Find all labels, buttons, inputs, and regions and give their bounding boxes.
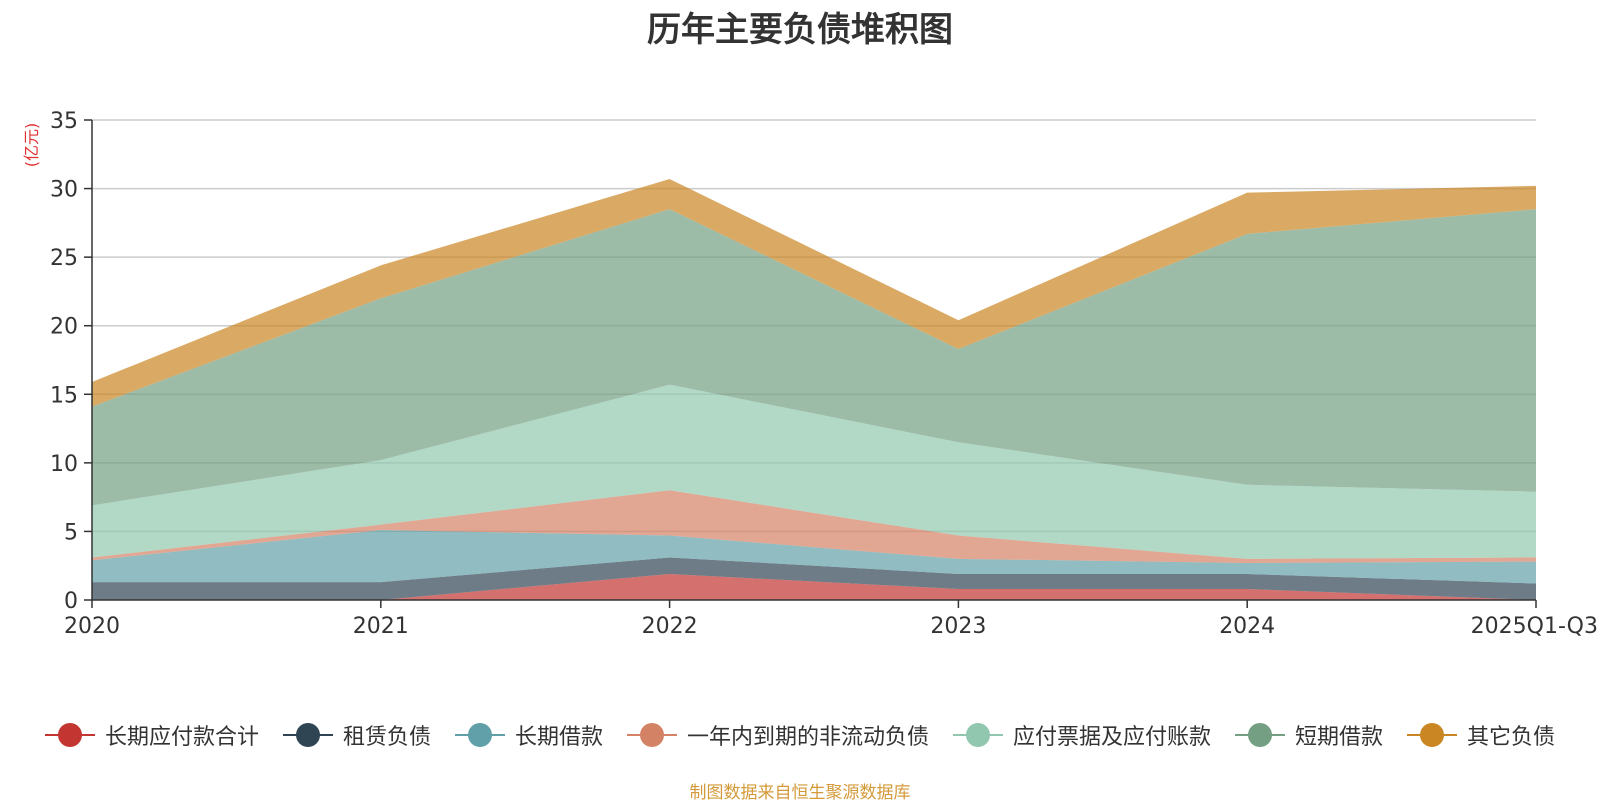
y-tick-label: 30 (50, 178, 78, 203)
legend-marker-icon (282, 723, 333, 747)
area-series (92, 557, 1536, 600)
x-tick-label: 2022 (642, 614, 698, 639)
legend-label: 长期应付款合计 (104, 725, 259, 750)
x-tick-label: 2024 (1219, 614, 1275, 639)
area-series (92, 384, 1536, 559)
legend-label: 一年内到期的非流动负债 (686, 725, 929, 750)
source-note: 制图数据来自恒生聚源数据库 (689, 783, 911, 803)
y-axis-unit-label: (亿元) (22, 123, 41, 168)
legend-marker-icon (1407, 723, 1458, 747)
legend-marker-icon (1235, 723, 1286, 747)
y-tick-label: 15 (50, 383, 78, 408)
y-tick-label: 10 (50, 452, 78, 477)
legend-label: 其它负债 (1467, 725, 1556, 750)
x-tick-label: 2023 (930, 614, 986, 639)
y-tick-label: 35 (50, 109, 78, 134)
legend-marker-icon (953, 723, 1003, 747)
legend-item[interactable]: 一年内到期的非流动负债 (626, 719, 929, 751)
x-tick-label: 2025Q1-Q3 (1471, 614, 1598, 639)
legend-item[interactable]: 短期借款 (1235, 719, 1383, 751)
area-series (92, 490, 1536, 563)
y-tick-label: 5 (64, 520, 78, 545)
area-series (92, 178, 1536, 407)
legend-marker-icon (454, 723, 505, 747)
legend-label: 租赁负债 (342, 725, 431, 750)
area-series (92, 209, 1536, 506)
legend-label: 长期借款 (514, 725, 603, 750)
x-tick-label: 2020 (64, 614, 120, 639)
y-tick-label: 20 (50, 315, 78, 340)
y-tick-label: 25 (50, 246, 78, 271)
area-series (92, 530, 1536, 584)
area-series (92, 573, 1536, 600)
legend-item[interactable]: 应付票据及应付账款 (953, 719, 1211, 751)
legend-item[interactable]: 其它负债 (1407, 719, 1555, 751)
legend-marker-icon (44, 723, 95, 747)
chart-title: 历年主要负债堆积图 (647, 10, 953, 50)
legend-item[interactable]: 长期应付款合计 (44, 719, 259, 751)
legend-label: 应付票据及应付账款 (1013, 725, 1212, 750)
y-tick-label: 0 (64, 589, 78, 614)
legend-item[interactable]: 租赁负债 (282, 719, 431, 751)
legend-marker-icon (626, 723, 677, 747)
chart-legend: 长期应付款合计 租赁负债 长期借款 一年内到期的非流动负债 应付票据及应付账款 短期借款 其… (0, 715, 1600, 755)
legend-item[interactable]: 长期借款 (454, 719, 603, 751)
legend-label: 短期借款 (1295, 725, 1384, 750)
x-tick-label: 2021 (353, 614, 409, 639)
